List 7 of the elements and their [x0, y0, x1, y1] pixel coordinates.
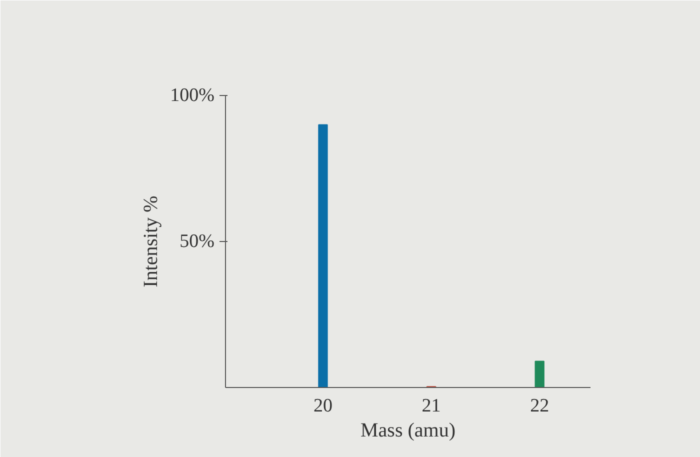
y-tick-label: 50% [180, 231, 215, 252]
y-axis-title: Intensity % [140, 196, 162, 288]
x-tick-label: 21 [422, 396, 441, 416]
y-tick-label: 100% [170, 85, 215, 106]
x-axis-title: Mass (amu) [360, 420, 456, 442]
x-tick-label: 22 [530, 396, 550, 416]
x-tick-label: 20 [313, 396, 332, 416]
